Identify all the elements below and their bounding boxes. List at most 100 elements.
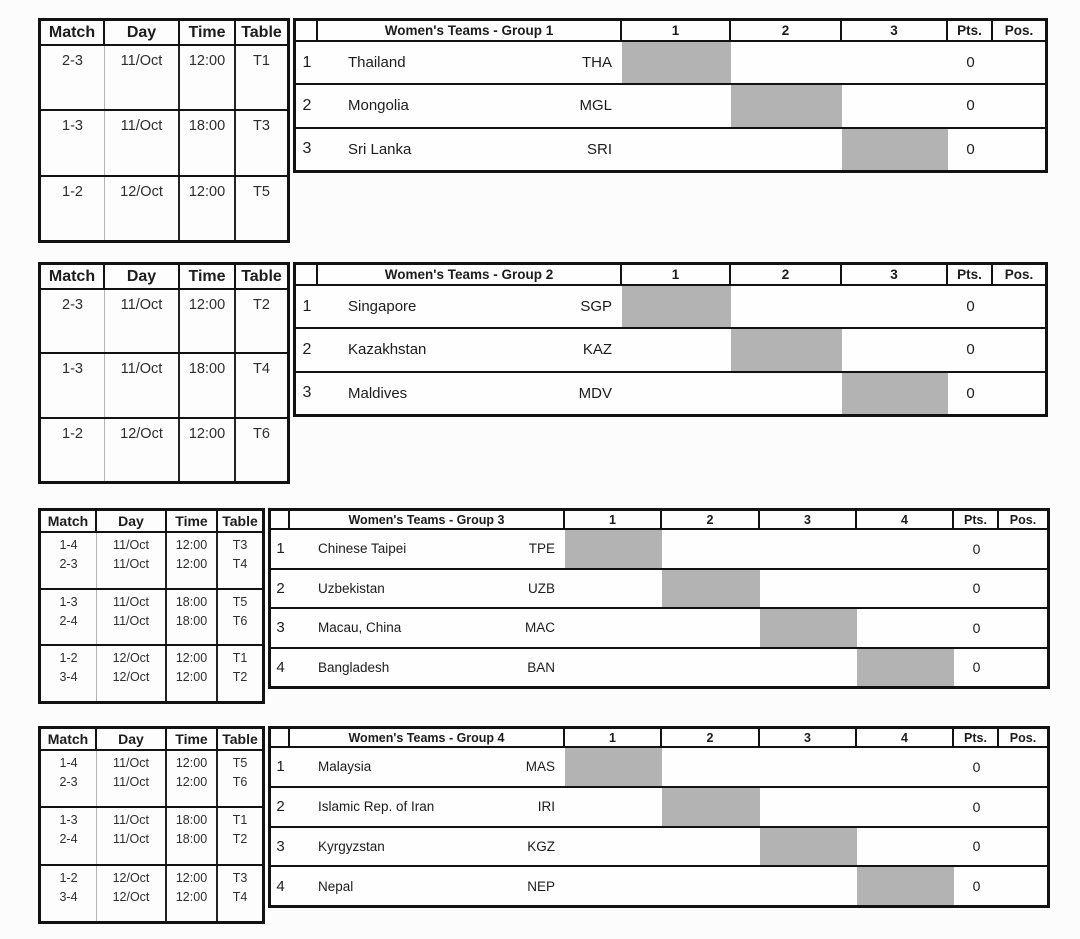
team-number: 4 [276,658,285,676]
match-pair: 2-4 [59,613,78,628]
match-pair: 2-3 [62,297,83,313]
points-value: 0 [972,580,981,597]
match-day: 12/Oct [112,889,150,904]
position-cell [993,329,1045,370]
match-result-cell [731,129,842,170]
team-cell: Mongolia MGL [318,85,622,126]
position-cell [999,570,1047,608]
results-header-row: Women's Teams - Group 3 1 2 3 4 Pts. Pos… [271,511,1047,528]
schedule-header-row: Match Day Time Table [41,729,262,749]
schedule-block: 1-3 11/Oct 18:00 T4 [41,352,287,417]
team-name: Kyrgyzstan [318,838,385,854]
match-result-cell [565,570,662,608]
match-result-cell [662,828,760,866]
results-table-group-2: Women's Teams - Group 2 1 2 3 Pts. Pos. … [293,262,1048,417]
match-result-cell [662,867,760,905]
match-pair: 3-4 [59,670,78,685]
match-result-cell [760,530,857,568]
schedule-cell-match: 1-3 2-4 [41,589,97,645]
schedule-cell-day: 11/Oct [105,111,180,175]
match-table: T3 [232,870,248,885]
results-header-blank [271,511,290,528]
match-day: 11/Oct [113,557,149,571]
match-result-cell [842,329,948,370]
match-time: 18:00 [175,613,208,628]
match-time: 18:00 [175,813,208,828]
team-name: Maldives [348,384,408,402]
match-pair: 1-3 [62,118,83,135]
schedule-cell-day: 12/Oct 12/Oct [97,646,167,702]
schedule-cell-table: T1 [236,46,287,109]
results-header-pts: Pts. [954,729,999,746]
results-header-pos: Pos. [1004,267,1034,282]
results-header-blank [271,729,290,746]
schedule-header-time: Time [180,265,236,288]
team-name: Mongolia [348,97,409,115]
match-result-cell [731,42,842,83]
match-day: 12/Oct [112,670,150,685]
schedule-block: 1-4 2-3 11/Oct 11/Oct 12:00 12:00 T3 T4 [41,531,262,588]
match-result-cell [622,85,731,126]
match-result-cell [857,748,954,786]
points-value: 0 [966,384,975,402]
schedule-cell-time: 12:00 [180,418,236,481]
schedule-cell-time: 12:00 [180,46,236,110]
schedule-cell-match: 1-4 2-3 [41,751,97,807]
team-row: 4 Nepal NEP 0 [271,865,1047,905]
match-pair: 1-3 [59,813,78,828]
match-table: T2 [232,670,248,685]
match-time: 12:00 [188,53,226,69]
schedule-cell-time: 12:00 [180,290,236,353]
match-pair: 1-3 [59,594,78,609]
schedule-block: 1-3 2-4 11/Oct 11/Oct 18:00 18:00 T1 T2 [41,806,262,864]
match-day: 11/Oct [113,538,149,552]
schedule-cell-table: T5 T6 [218,751,262,806]
schedule-block: 1-4 2-3 11/Oct 11/Oct 12:00 12:00 T5 T6 [41,749,262,807]
team-row: 3 Macau, China MAC 0 [271,607,1047,647]
match-result-cell [842,42,948,83]
schedule-cell-match: 1-4 2-3 [41,533,97,588]
results-header-title: Women's Teams - Group 4 [290,729,565,746]
match-pair: 1-2 [62,183,83,200]
team-name: Chinese Taipei [318,541,407,557]
team-row: 2 Kazakhstan KAZ 0 [296,327,1045,371]
match-pair: 1-2 [59,870,78,885]
match-result-cell [857,609,954,647]
results-header-pos: Pos. [1009,730,1037,745]
results-header-col-3: 3 [842,21,948,40]
team-row: 1 Chinese Taipei TPE 0 [271,528,1047,568]
match-result-cell [842,286,948,327]
match-result-cell [760,649,857,687]
team-row: 3 Maldives MDV 0 [296,370,1045,414]
team-number: 1 [302,297,312,315]
team-number: 3 [276,619,285,637]
match-table: T6 [253,425,270,442]
match-result-cell [760,788,857,826]
schedule-cell-match: 2-3 [41,290,105,353]
schedule-cell-match: 1-2 [41,176,105,240]
schedule-header-row: Match Day Time Table [41,511,262,531]
results-header-col-1: 1 [565,511,662,528]
schedule-cell-day: 11/Oct 11/Oct [97,808,167,864]
points-value: 0 [972,798,981,815]
results-header-title: Women's Teams - Group 1 [318,21,622,40]
team-cell: Singapore SGP [318,286,622,327]
match-result-cell [565,828,662,866]
results-header-pts: Pts. [948,21,993,40]
team-number: 4 [276,877,285,895]
match-table: T4 [232,557,248,571]
schedule-cell-time: 18:00 [180,354,236,417]
diagonal-cell [857,648,954,686]
match-day: 12/Oct [112,870,150,885]
schedule-cell-time: 12:00 12:00 [167,646,218,702]
match-result-cell [565,609,662,647]
match-table: T6 [232,775,248,789]
team-name: Macau, China [318,620,402,636]
schedule-cell-day: 11/Oct [105,354,180,417]
schedule-cell-match: 1-2 3-4 [41,865,97,921]
team-code: IRI [537,799,555,815]
match-result-cell [565,867,662,905]
schedule-cell-table: T5 T6 [218,590,262,645]
team-row: 1 Thailand THA 0 [296,40,1045,84]
schedule-cell-time: 18:00 18:00 [167,589,218,645]
